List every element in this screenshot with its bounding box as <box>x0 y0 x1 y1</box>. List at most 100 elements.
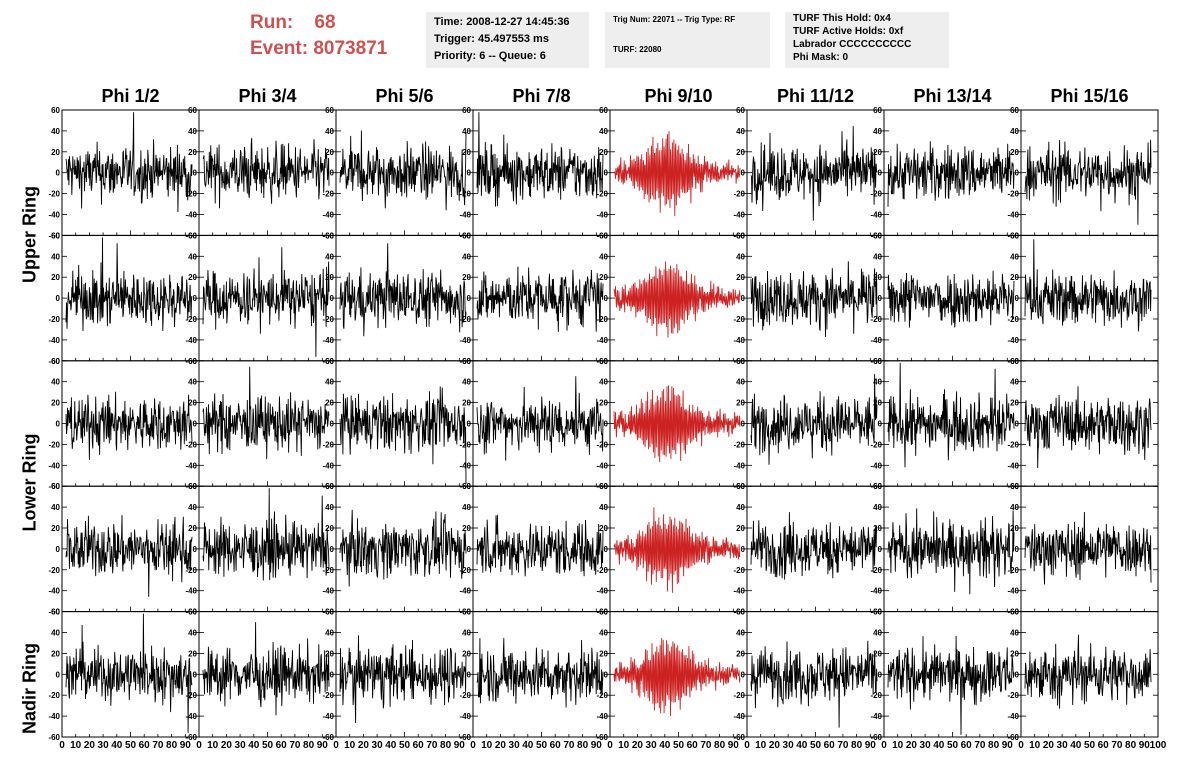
y-tick-label: -20 <box>870 440 882 449</box>
y-tick-label: 40 <box>599 252 608 261</box>
y-tick-label: -20 <box>733 566 745 575</box>
waveform-trace <box>887 141 1015 207</box>
y-tick-label: 60 <box>325 106 334 115</box>
y-tick-label: 60 <box>462 608 471 617</box>
y-tick-label: -40 <box>733 712 745 721</box>
y-tick-label: -40 <box>185 336 197 345</box>
y-tick-label: -20 <box>733 190 745 199</box>
priority-line: Priority: 6 -- Queue: 6 <box>434 50 546 62</box>
y-tick-label: 40 <box>325 629 334 638</box>
y-tick-label: -40 <box>322 211 334 220</box>
y-tick-label: 0 <box>193 545 198 554</box>
x-tick-label: 90 <box>728 740 740 751</box>
y-tick-label: 60 <box>51 231 60 240</box>
y-tick-label: 60 <box>736 106 745 115</box>
x-tick-label: 10 <box>618 740 630 751</box>
y-tick-label: -60 <box>733 733 745 742</box>
y-tick-label: -40 <box>48 211 60 220</box>
column-header: Phi 9/10 <box>644 86 713 106</box>
y-tick-label: -20 <box>322 691 334 700</box>
y-tick-label: -40 <box>322 587 334 596</box>
trig-line: Trig Num: 22071 -- Trig Type: RF <box>613 15 736 24</box>
waveform-trace <box>202 366 330 460</box>
y-tick-label: 40 <box>462 127 471 136</box>
x-tick-label: 30 <box>372 740 384 751</box>
y-tick-label: -40 <box>48 461 60 470</box>
y-tick-label: 40 <box>1010 127 1019 136</box>
y-tick-label: -40 <box>48 587 60 596</box>
y-tick-label: 0 <box>741 670 746 679</box>
y-tick-label: 60 <box>1010 106 1019 115</box>
y-tick-label: 0 <box>741 294 746 303</box>
y-tick-label: 0 <box>1015 294 1020 303</box>
y-tick-label: 60 <box>462 357 471 366</box>
y-tick-label: 0 <box>878 670 883 679</box>
turf-line: TURF: 22080 <box>613 45 662 54</box>
x-tick-label: 70 <box>700 740 712 751</box>
y-tick-label: 20 <box>736 148 745 157</box>
x-tick-label: 90 <box>454 740 466 751</box>
trigger-line: Trigger: 45.497553 ms <box>434 33 549 45</box>
y-tick-label: 0 <box>878 294 883 303</box>
y-tick-label: -40 <box>1007 461 1019 470</box>
x-tick-label: 30 <box>98 740 110 751</box>
y-tick-label: 20 <box>462 649 471 658</box>
y-tick-label: 20 <box>1010 649 1019 658</box>
turf-hold-line: TURF This Hold: 0x4 <box>793 13 891 24</box>
waveform-trace <box>750 512 878 580</box>
waveform-trace <box>750 261 878 338</box>
y-tick-label: -20 <box>596 691 608 700</box>
y-tick-label: -60 <box>48 231 60 240</box>
waveform-trace <box>339 509 467 587</box>
y-tick-label: 60 <box>51 608 60 617</box>
y-tick-label: 0 <box>330 670 335 679</box>
y-tick-label: 60 <box>736 231 745 240</box>
y-tick-label: -20 <box>596 440 608 449</box>
y-tick-label: 60 <box>51 106 60 115</box>
y-tick-label: 20 <box>873 399 882 408</box>
phi-mask-line: Phi Mask: 0 <box>793 52 849 63</box>
y-tick-label: -60 <box>48 608 60 617</box>
x-tick-label: 40 <box>659 740 671 751</box>
column-header: Phi 3/4 <box>238 86 297 106</box>
x-tick-label: 30 <box>783 740 795 751</box>
y-tick-label: -40 <box>596 336 608 345</box>
y-tick-label: 0 <box>193 294 198 303</box>
x-tick-label: 90 <box>180 740 192 751</box>
y-tick-label: 0 <box>467 420 472 429</box>
y-tick-label: -60 <box>1007 733 1019 742</box>
waveform-trace <box>476 266 604 332</box>
y-tick-label: 40 <box>873 503 882 512</box>
y-tick-label: -40 <box>596 587 608 596</box>
y-tick-label: -40 <box>596 211 608 220</box>
y-tick-label: 20 <box>599 649 608 658</box>
y-tick-label: 20 <box>462 524 471 533</box>
y-tick-label: 0 <box>467 294 472 303</box>
y-tick-label: -60 <box>322 733 334 742</box>
y-tick-label: 0 <box>878 169 883 178</box>
x-tick-label: 50 <box>399 740 411 751</box>
y-tick-label: 40 <box>462 503 471 512</box>
y-tick-label: -60 <box>596 733 608 742</box>
y-tick-label: -40 <box>733 211 745 220</box>
y-tick-label: 0 <box>193 420 198 429</box>
x-tick-label: 80 <box>577 740 589 751</box>
y-tick-label: 60 <box>325 482 334 491</box>
x-tick-label: 40 <box>1070 740 1082 751</box>
y-tick-label: 20 <box>599 148 608 157</box>
y-tick-label: -20 <box>1007 566 1019 575</box>
y-tick-label: 20 <box>188 399 197 408</box>
x-tick-label: 60 <box>139 740 151 751</box>
y-tick-label: -40 <box>596 461 608 470</box>
y-tick-label: 0 <box>741 169 746 178</box>
x-tick-label: 70 <box>563 740 575 751</box>
